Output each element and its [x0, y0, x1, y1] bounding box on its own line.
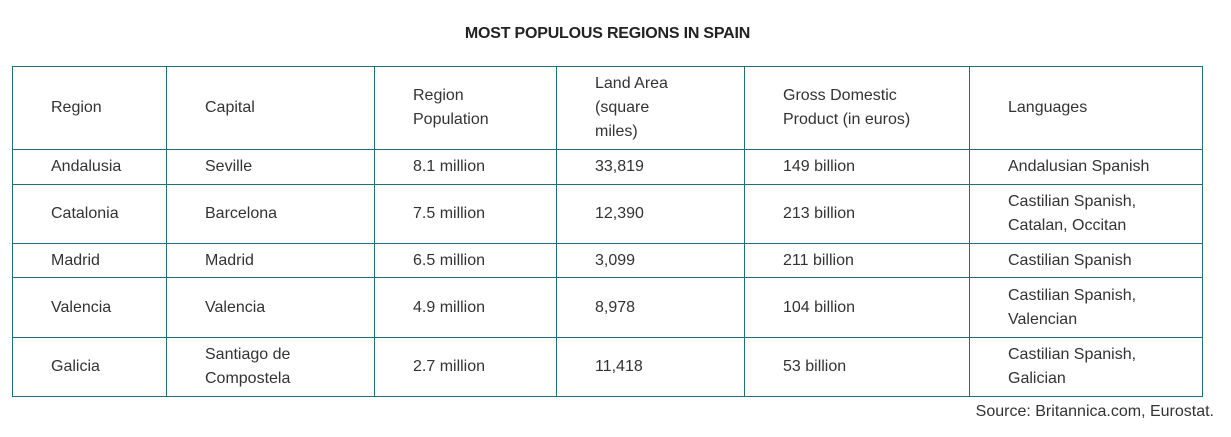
cell-gdp: 213 billion [744, 184, 970, 244]
header-languages: Languages [969, 66, 1203, 150]
cell-land-area: 33,819 [556, 149, 745, 185]
cell-population: 8.1 million [374, 149, 557, 185]
cell-region: Madrid [12, 243, 167, 278]
cell-population: 4.9 million [374, 277, 557, 338]
table-row: Valencia Valencia 4.9 million 8,978 104 … [12, 277, 1203, 338]
cell-region: Galicia [12, 337, 167, 397]
table-row: Catalonia Barcelona 7.5 million 12,390 2… [12, 184, 1203, 244]
cell-population: 2.7 million [374, 337, 557, 397]
table-row: Madrid Madrid 6.5 million 3,099 211 bill… [12, 243, 1203, 278]
cell-land-area: 11,418 [556, 337, 745, 397]
cell-capital: Barcelona [166, 184, 375, 244]
cell-region: Catalonia [12, 184, 167, 244]
header-region: Region [12, 66, 167, 150]
cell-capital: Santiago de Compostela [166, 337, 375, 397]
cell-population: 7.5 million [374, 184, 557, 244]
cell-languages: Castilian Spanish, Galician [969, 337, 1203, 397]
table-title: MOST POPULOUS REGIONS IN SPAIN [464, 25, 751, 42]
table-row: Galicia Santiago de Compostela 2.7 milli… [12, 337, 1203, 397]
cell-languages: Castilian Spanish, Valencian [969, 277, 1203, 338]
cell-population: 6.5 million [374, 243, 557, 278]
cell-gdp: 104 billion [744, 277, 970, 338]
header-capital: Capital [166, 66, 375, 150]
cell-capital: Seville [166, 149, 375, 185]
table-row: Andalusia Seville 8.1 million 33,819 149… [12, 149, 1203, 185]
regions-table: Region Capital Region Population Land Ar… [12, 66, 1203, 397]
cell-gdp: 149 billion [744, 149, 970, 185]
cell-gdp: 211 billion [744, 243, 970, 278]
cell-land-area: 8,978 [556, 277, 745, 338]
cell-languages: Andalusian Spanish [969, 149, 1203, 185]
cell-capital: Madrid [166, 243, 375, 278]
header-land-area: Land Area (square miles) [556, 66, 745, 150]
cell-region: Andalusia [12, 149, 167, 185]
header-gdp: Gross Domestic Product (in euros) [744, 66, 970, 150]
source-note: Source: Britannica.com, Eurostat. [975, 403, 1214, 420]
cell-land-area: 3,099 [556, 243, 745, 278]
header-region-population: Region Population [374, 66, 557, 150]
cell-languages: Castilian Spanish [969, 243, 1203, 278]
cell-region: Valencia [12, 277, 167, 338]
cell-languages: Castilian Spanish, Catalan, Occitan [969, 184, 1203, 244]
header-row: Region Capital Region Population Land Ar… [12, 66, 1203, 150]
cell-land-area: 12,390 [556, 184, 745, 244]
cell-capital: Valencia [166, 277, 375, 338]
cell-gdp: 53 billion [744, 337, 970, 397]
